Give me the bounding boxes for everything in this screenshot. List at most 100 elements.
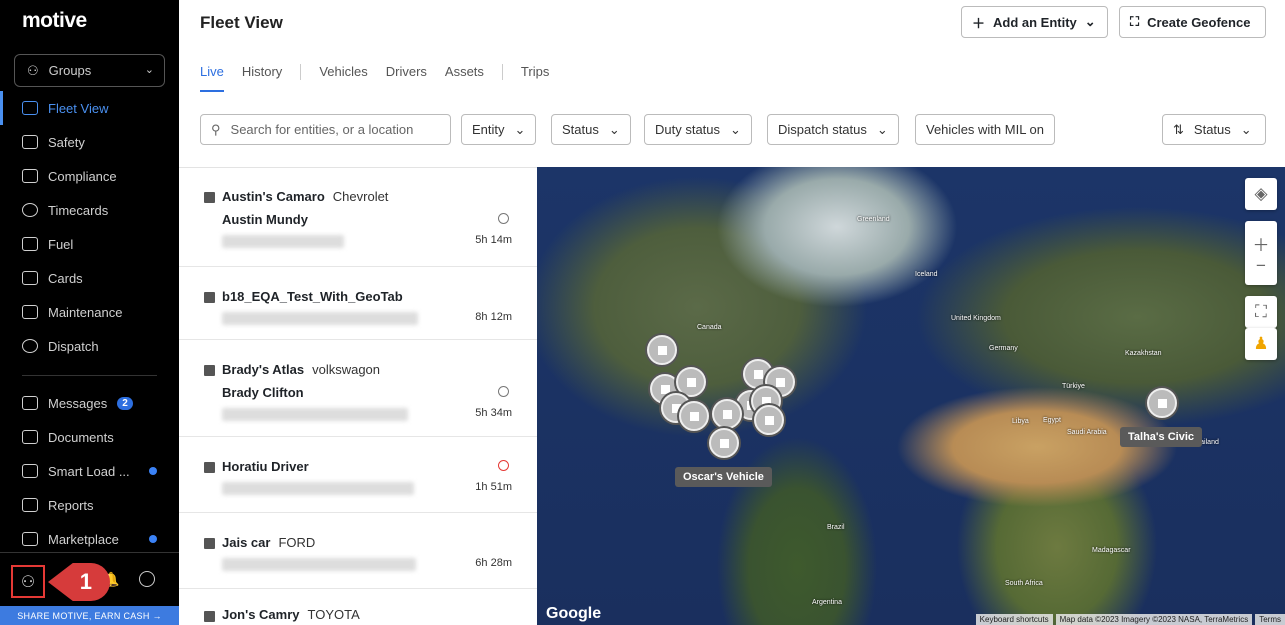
- sidebar-item-documents[interactable]: Documents: [0, 420, 179, 454]
- chevron-down-icon: ⌄: [144, 64, 154, 76]
- sidebar-item-fleet-view[interactable]: Fleet View: [0, 91, 179, 125]
- sidebar-item-marketplace[interactable]: Marketplace: [0, 522, 179, 556]
- list-item[interactable]: Jais car FORD 6h 28m: [179, 513, 537, 589]
- chevron-down-icon: ⌄: [1240, 121, 1252, 137]
- entity-name: Horatiu Driver: [222, 459, 309, 474]
- list-item[interactable]: Brady's Atlas volkswagon Brady Clifton 5h 3…: [179, 340, 537, 437]
- list-item[interactable]: Horatiu Driver 1h 51m: [179, 437, 537, 513]
- dispatch-status-filter[interactable]: Dispatch status ⌄: [767, 114, 899, 145]
- sidebar-item-label: Cards: [48, 270, 83, 286]
- entity-name: Austin's Camaro Chevrolet: [222, 189, 389, 204]
- tab-history[interactable]: History: [241, 64, 283, 79]
- create-geofence-button[interactable]: ⛶ Create Geofence: [1119, 6, 1266, 38]
- vehicle-marker[interactable]: [709, 428, 739, 458]
- chevron-down-icon: ⌄: [876, 121, 888, 137]
- zoom-out-icon[interactable]: −: [1256, 255, 1266, 275]
- duty-status-filter[interactable]: Duty status ⌄: [644, 114, 752, 145]
- street-view-icon[interactable]: ♟: [1245, 328, 1277, 360]
- tab-assets[interactable]: Assets: [444, 64, 484, 79]
- sidebar-footer: ⚇ 🔔 1: [0, 552, 179, 606]
- vehicle-marker[interactable]: [712, 399, 742, 429]
- sidebar-item-cards[interactable]: Cards: [0, 261, 179, 295]
- sort-icon: ⇅: [1173, 121, 1184, 137]
- clock-icon: [498, 213, 509, 224]
- sidebar-item-label: Reports: [48, 497, 94, 513]
- sidebar-item-smart-load[interactable]: Smart Load ...: [0, 454, 179, 488]
- sidebar-item-label: Fuel: [48, 236, 74, 252]
- duration: 5h 34m: [475, 407, 512, 419]
- map-label: Madagascar: [1092, 547, 1131, 554]
- vehicle-status-icon: [204, 611, 215, 622]
- vehicle-marker[interactable]: [1147, 388, 1177, 418]
- entity-list: Austin's Camaro Chevrolet Austin Mundy 5h 1…: [179, 167, 537, 622]
- location-text: [222, 408, 408, 421]
- sidebar-item-dispatch[interactable]: Dispatch: [0, 329, 179, 363]
- groups-dropdown[interactable]: ⚇ Groups ⌄: [14, 54, 165, 87]
- status-filter[interactable]: Status ⌄: [551, 114, 631, 145]
- vehicle-marker[interactable]: [754, 405, 784, 435]
- tab-drivers[interactable]: Drivers: [385, 64, 427, 79]
- filter-label: Status: [562, 122, 599, 137]
- filter-label: Vehicles with MIL on: [926, 122, 1045, 137]
- divider: [300, 64, 302, 80]
- plus-icon: ＋: [972, 15, 986, 31]
- sidebar: motive ⚇ Groups ⌄ Fleet View Safety Compli…: [0, 0, 179, 625]
- vehicle-status-icon: [204, 538, 215, 549]
- keyboard-shortcuts-link[interactable]: Keyboard shortcuts: [975, 614, 1053, 625]
- sidebar-item-label: Messages: [48, 395, 108, 411]
- list-item[interactable]: b18_EQA_Test_With_GeoTab 8h 12m: [179, 267, 537, 340]
- profile-icon[interactable]: [139, 571, 155, 587]
- messages-badge: 2: [117, 396, 133, 410]
- user-settings-icon[interactable]: ⚇: [11, 565, 45, 598]
- list-item[interactable]: Austin's Camaro Chevrolet Austin Mundy 5h 1…: [179, 167, 537, 267]
- share-banner[interactable]: SHARE MOTIVE, EARN CASH →: [0, 606, 179, 625]
- vehicle-marker[interactable]: [679, 401, 709, 431]
- truck-icon: [22, 464, 38, 478]
- reports-icon: [22, 498, 38, 512]
- tab-vehicles[interactable]: Vehicles: [319, 64, 368, 79]
- zoom-in-icon[interactable]: ＋: [1252, 235, 1270, 255]
- map-label: Germany: [989, 345, 1018, 352]
- page-title: Fleet View: [200, 13, 283, 32]
- card-icon: [22, 271, 38, 285]
- map-label: Iceland: [915, 271, 938, 278]
- vehicle-marker[interactable]: [647, 335, 677, 365]
- tab-live[interactable]: Live: [200, 64, 224, 92]
- mil-filter[interactable]: Vehicles with MIL on: [915, 114, 1056, 145]
- sidebar-item-reports[interactable]: Reports: [0, 488, 179, 522]
- groups-icon: ⚇: [27, 62, 39, 78]
- sidebar-item-timecards[interactable]: Timecards: [0, 193, 179, 227]
- vehicle-tooltip: Talha's Civic: [1120, 427, 1202, 447]
- wrench-icon: [22, 305, 38, 319]
- sidebar-item-label: Compliance: [48, 168, 117, 184]
- sidebar-item-maintenance[interactable]: Maintenance: [0, 295, 179, 329]
- fullscreen-icon[interactable]: ⛶: [1245, 296, 1277, 328]
- list-item[interactable]: Jon's Camry TOYOTA: [179, 589, 537, 622]
- sidebar-item-messages[interactable]: Messages 2: [0, 386, 179, 420]
- sidebar-item-safety[interactable]: Safety: [0, 125, 179, 159]
- vehicle-marker[interactable]: [676, 367, 706, 397]
- map-icon: [22, 101, 38, 115]
- tab-trips[interactable]: Trips: [520, 64, 550, 79]
- map[interactable]: Greenland Canada Iceland United Kingdom …: [537, 167, 1285, 625]
- messages-icon: [22, 396, 38, 410]
- add-entity-button[interactable]: ＋ Add an Entity ⌄: [961, 6, 1108, 38]
- sidebar-item-fuel[interactable]: Fuel: [0, 227, 179, 261]
- search-input[interactable]: ⚲ Search for entities, or a location: [200, 114, 451, 145]
- map-data-text: Map data ©2023 Imagery ©2023 NASA, Terra…: [1055, 614, 1253, 625]
- dispatch-icon: [22, 339, 38, 353]
- zoom-control: ＋ −: [1245, 221, 1277, 285]
- terms-link[interactable]: Terms: [1255, 614, 1285, 625]
- google-logo: Google: [546, 605, 602, 622]
- driver-name: Brady Clifton: [222, 385, 304, 400]
- chevron-down-icon: ⌄: [1084, 14, 1096, 29]
- filter-label: Entity: [472, 122, 505, 137]
- vehicle-status-icon: [204, 365, 215, 376]
- sidebar-item-compliance[interactable]: Compliance: [0, 159, 179, 193]
- layers-icon[interactable]: ◈: [1245, 178, 1277, 210]
- chevron-down-icon: ⌄: [608, 121, 620, 137]
- fuel-icon: [22, 237, 38, 251]
- sort-dropdown[interactable]: ⇅ Status ⌄: [1162, 114, 1266, 145]
- map-label: Türkiye: [1062, 383, 1085, 390]
- entity-filter[interactable]: Entity ⌄: [461, 114, 537, 145]
